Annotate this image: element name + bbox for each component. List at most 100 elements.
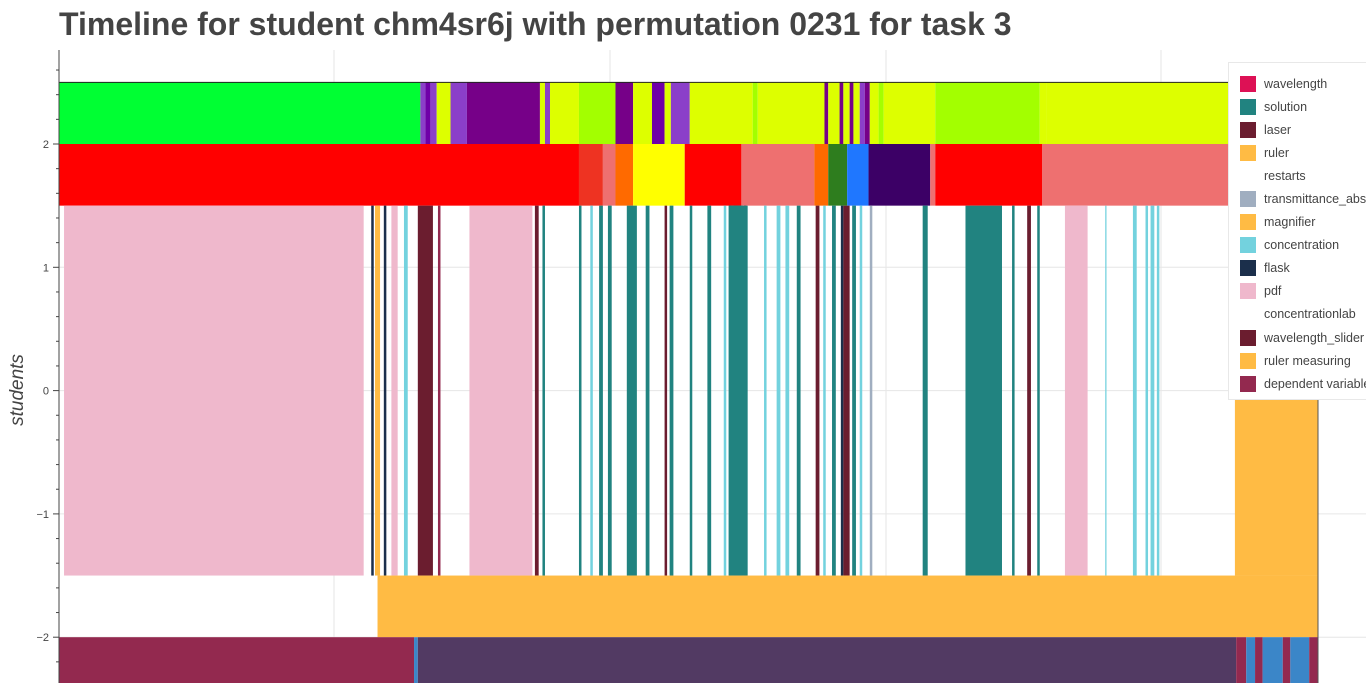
y-tick-label: 0 — [43, 386, 49, 398]
legend-item[interactable]: concentration — [1229, 234, 1366, 257]
timeline-segment-top — [651, 82, 665, 144]
timeline-segment-middle — [840, 205, 844, 576]
legend-swatch — [1240, 214, 1256, 231]
timeline-segment-middle — [664, 205, 668, 576]
timeline-segment-top — [425, 82, 431, 144]
timeline-segment-middle — [1027, 205, 1031, 576]
timeline-segment-top — [883, 82, 936, 144]
legend-swatch — [1240, 144, 1256, 161]
y-axis: 2 1 0 −1 −2 — [36, 50, 60, 683]
timeline-segment-top — [615, 82, 634, 144]
timeline-segment-bottom — [1246, 637, 1256, 683]
timeline-segment-middle — [542, 205, 545, 576]
legend-item[interactable]: wavelength_slider — [1229, 326, 1366, 349]
timeline-segment-bottom — [414, 637, 418, 683]
chart-title: Timeline for student chm4sr6j with permu… — [59, 6, 1012, 42]
legend-item[interactable]: ruler — [1229, 141, 1366, 164]
timeline-segment-top — [430, 82, 437, 144]
legend-item[interactable]: solution — [1229, 95, 1366, 118]
timeline-segment-middle — [391, 205, 398, 576]
timeline-segment-middle — [843, 205, 850, 576]
timeline-segment-second — [930, 144, 936, 206]
timeline-segment-top — [864, 82, 870, 144]
timeline-segment-middle — [1037, 205, 1040, 576]
timeline-segment-middle — [417, 205, 433, 576]
timeline-segment-middle — [437, 205, 441, 576]
timeline-segment-second — [684, 144, 742, 206]
timeline-segment-top — [1039, 82, 1047, 144]
legend-label: wavelength_slider — [1264, 330, 1365, 345]
timeline-segment-top — [550, 82, 579, 144]
timeline-segment-top — [420, 82, 426, 144]
legend-swatch — [1240, 375, 1256, 392]
timeline-segment-second — [814, 144, 829, 206]
timeline-segment-top — [849, 82, 854, 144]
legend-item[interactable]: dependent variable — [1229, 372, 1366, 395]
chart-legend: wavelength solution laser ruler restarts tran… — [1228, 62, 1366, 400]
y-tick-label: 1 — [43, 262, 49, 274]
timeline-segment-middle — [383, 205, 387, 576]
legend-item[interactable]: transmittance_abs — [1229, 187, 1366, 210]
timeline-segment-top — [578, 82, 616, 144]
timeline-segment-middle — [375, 205, 381, 576]
timeline-segment-second — [847, 144, 869, 206]
timeline-segment-top — [633, 82, 652, 144]
timeline-segment-bottom — [1290, 637, 1310, 683]
legend-label: concentrationlab — [1264, 307, 1356, 322]
legend-item[interactable]: laser — [1229, 118, 1366, 141]
timeline-segment-middle — [534, 205, 539, 576]
legend-label: ruler — [1264, 145, 1290, 160]
legend-item[interactable]: pdf — [1229, 280, 1366, 303]
legend-label: wavelength — [1264, 76, 1328, 91]
timeline-segment-top — [544, 82, 551, 144]
timeline-segment-middle — [832, 205, 836, 576]
timeline-segment-top — [450, 82, 467, 144]
timeline-segment-middle — [626, 205, 637, 576]
legend-item[interactable]: ruler measuring — [1229, 349, 1366, 372]
legend-item[interactable]: concentrationlab — [1229, 303, 1366, 326]
legend-item[interactable]: flask — [1229, 257, 1366, 280]
timeline-segment-middle — [64, 205, 364, 576]
timeline-segment-middle — [1132, 205, 1137, 576]
legend-swatch — [1240, 98, 1256, 115]
timeline-segment-second — [828, 144, 848, 206]
y-tick-label: 2 — [43, 139, 49, 151]
timeline-segment-middle — [1012, 205, 1015, 576]
timeline-segment-middle — [728, 205, 747, 576]
legend-swatch — [1240, 306, 1256, 323]
timeline-segment-bottom — [1236, 637, 1247, 683]
timeline-segment-second — [602, 144, 616, 206]
legend-swatch — [1240, 191, 1256, 208]
timeline-segment-middle — [469, 205, 533, 576]
timeline-segment-middle — [869, 205, 873, 576]
timeline-segment-bottom — [1255, 637, 1263, 683]
legend-item[interactable]: wavelength — [1229, 72, 1366, 95]
legend-label: ruler measuring — [1264, 353, 1351, 368]
timeline-segment-top — [670, 82, 690, 144]
legend-item[interactable]: restarts — [1229, 164, 1366, 187]
timeline-segment-bottom — [59, 637, 415, 683]
timeline-segment-top — [839, 82, 844, 144]
timeline-segment-middle — [645, 205, 650, 576]
legend-label: laser — [1264, 122, 1292, 137]
timeline-segment-top — [824, 82, 829, 144]
legend-swatch — [1240, 283, 1256, 300]
timeline-segment-top — [466, 82, 540, 144]
timeline-segment-middle — [922, 205, 928, 576]
legend-swatch — [1240, 237, 1256, 254]
timeline-segment-second — [615, 144, 634, 206]
timeline-segment-middle — [764, 205, 767, 576]
timeline-segment-middle — [785, 205, 790, 576]
timeline-segment-middle — [669, 205, 674, 576]
timeline-segment-top — [689, 82, 753, 144]
y-tick-label: −2 — [36, 632, 49, 644]
legend-label: magnifier — [1264, 215, 1316, 230]
timeline-segment-middle — [815, 205, 820, 576]
timeline-segment-second — [868, 144, 931, 206]
timeline-segment-middle — [599, 205, 603, 576]
timeline-segment-bottom — [1309, 637, 1318, 683]
timeline-segment-middle — [1156, 205, 1160, 576]
legend-item[interactable]: magnifier — [1229, 211, 1366, 234]
timeline-segment-top — [878, 82, 884, 144]
timeline-segment-second — [741, 144, 815, 206]
